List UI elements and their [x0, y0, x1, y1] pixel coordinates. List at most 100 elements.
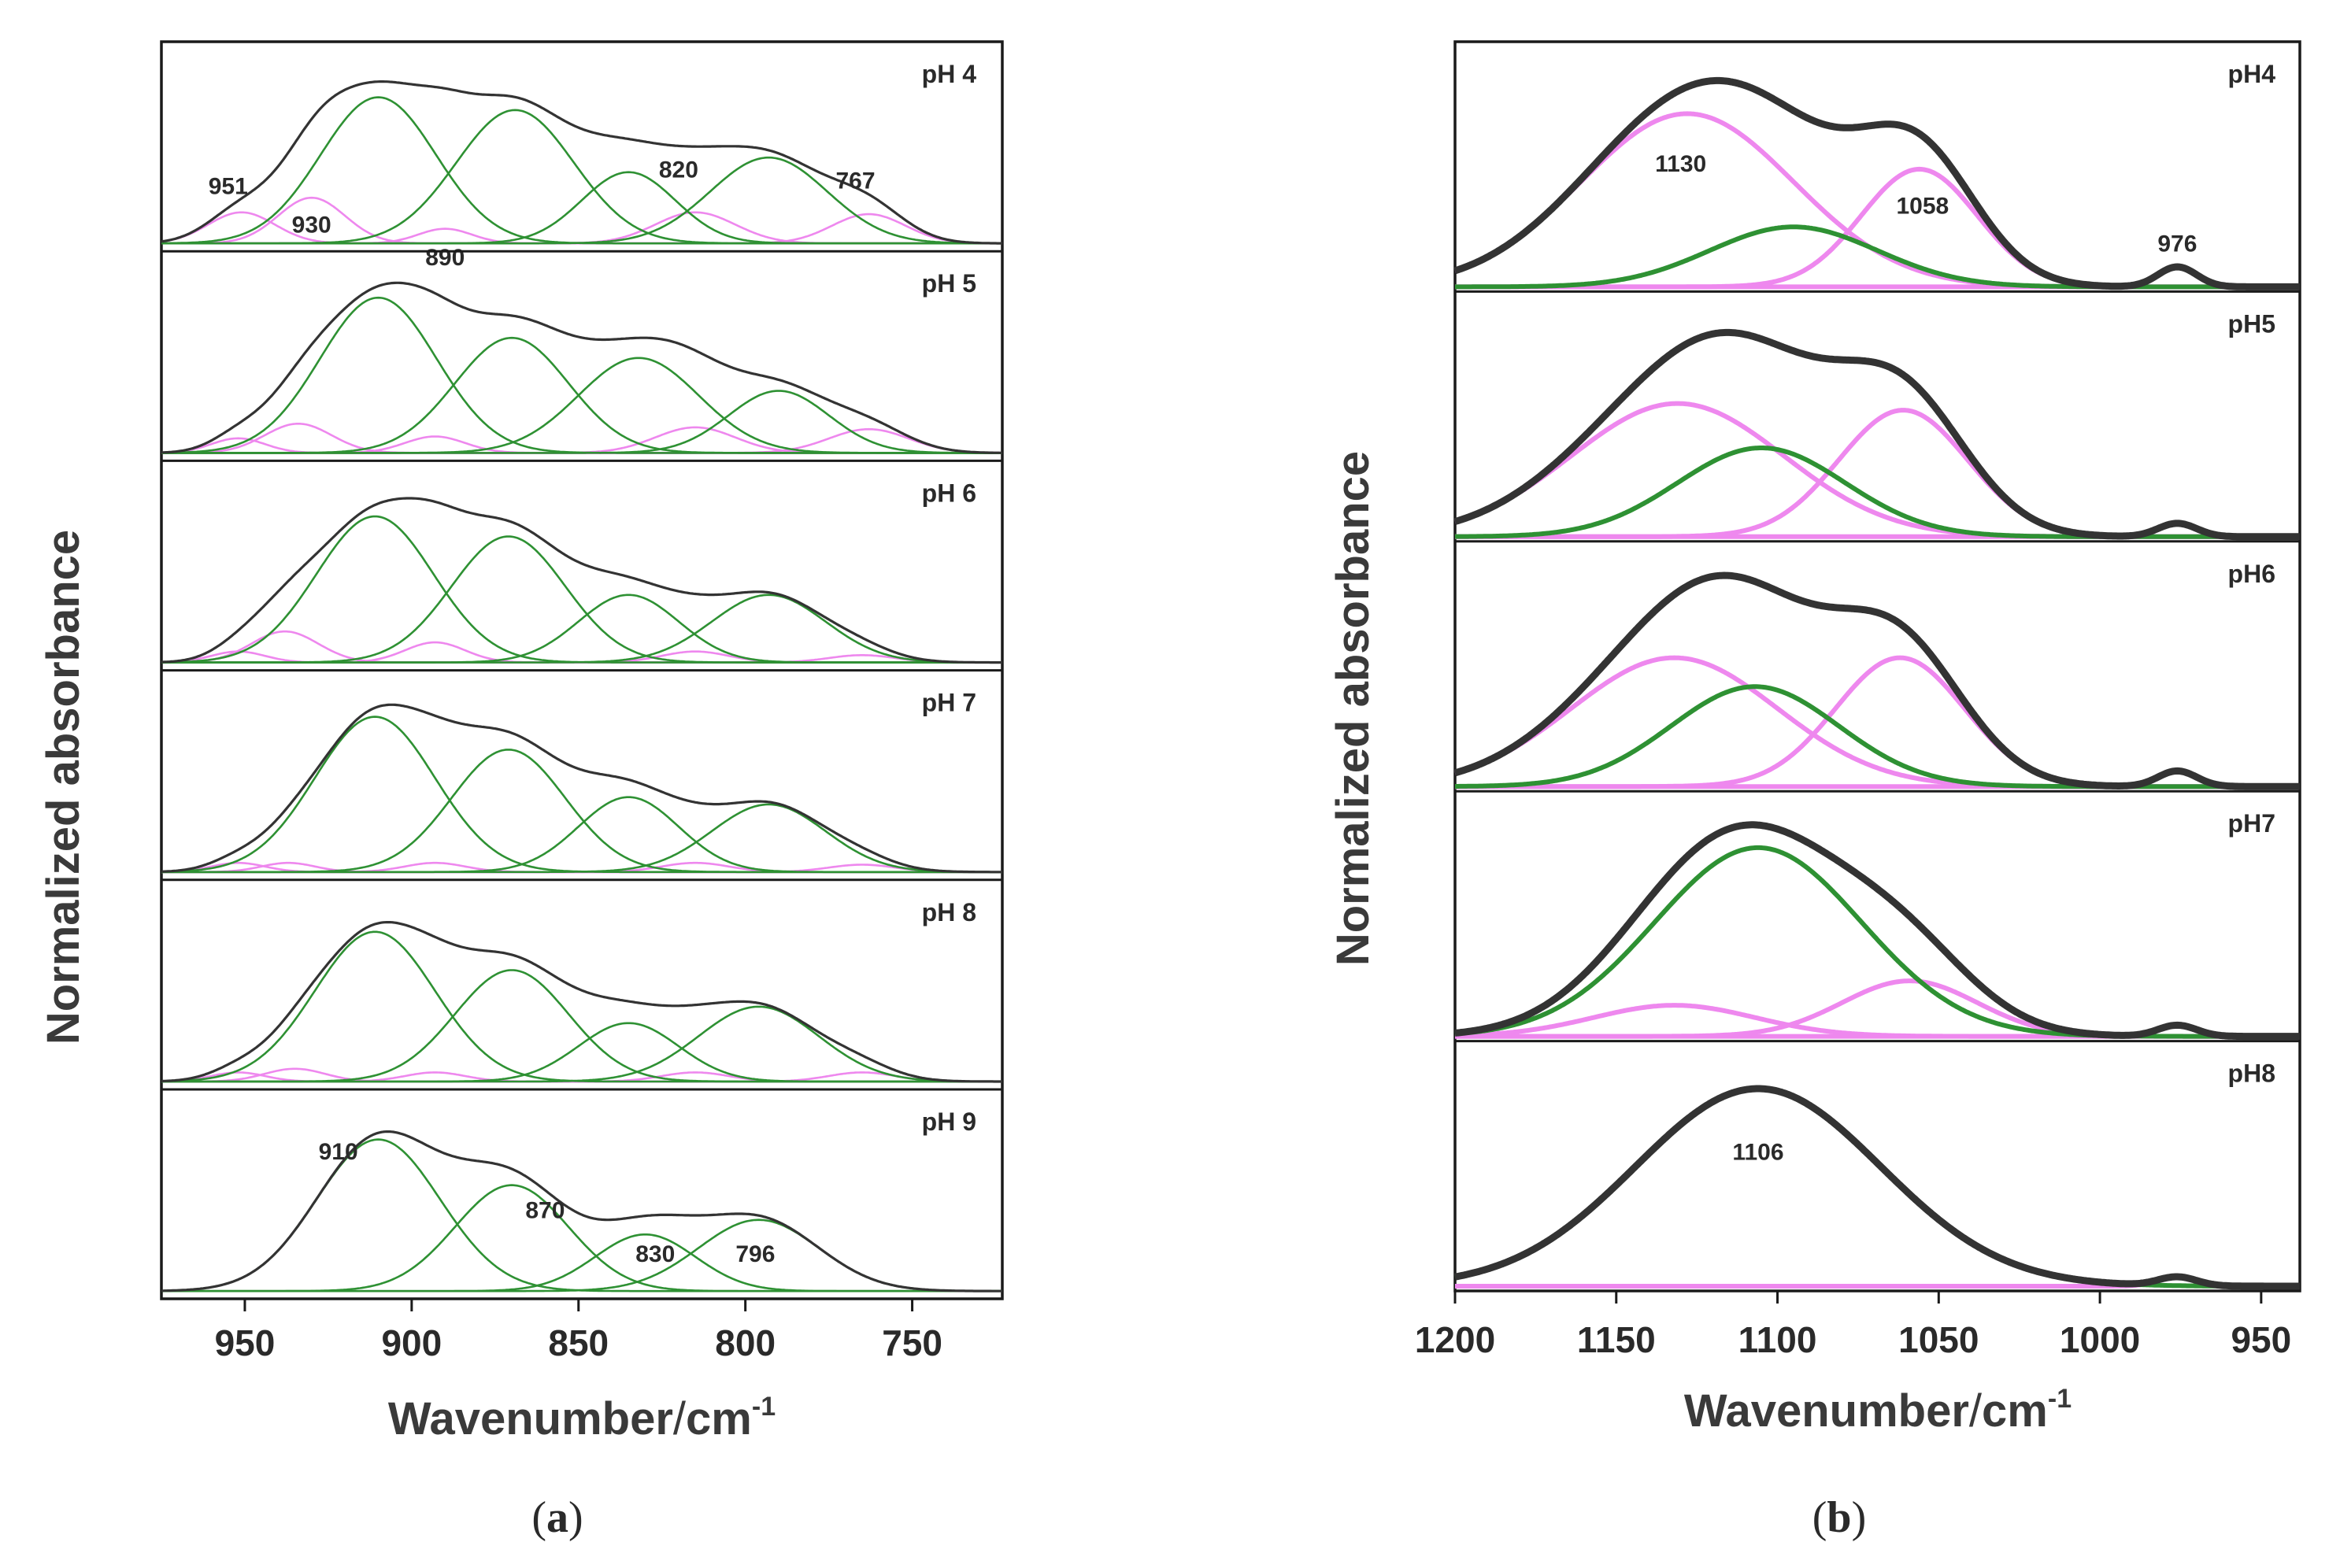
primary-component-1105 — [1454, 446, 2301, 539]
panel-a-x-axis-title-exp: -1 — [752, 1392, 776, 1422]
ph-label: pH4 — [2228, 60, 2276, 88]
x-tick-label-1050: 1050 — [1898, 1319, 1979, 1360]
x-tick-label-950: 950 — [215, 1322, 276, 1363]
panel-b-caption: (b) — [1812, 1493, 1866, 1542]
primary-component-790 — [161, 390, 1002, 454]
secondary-component-763 — [161, 213, 1003, 245]
primary-component-835 — [161, 594, 1002, 664]
x-tick-label-900: 900 — [381, 1322, 442, 1363]
peak-label-830: 830 — [635, 1241, 675, 1267]
primary-component-793 — [161, 594, 1002, 664]
panel-b-y-axis-title: Normalized absorbance — [1327, 451, 1379, 966]
panel-b-row-ph5: pH5 — [1453, 290, 2302, 541]
secondary-component-1132 — [1454, 655, 2301, 790]
panel-b-frame — [1453, 40, 2301, 1292]
panel-b-x-axis-title-sep: / — [1969, 1385, 1983, 1437]
panel-a-row-ph4: pH 4 951 930 890 820 767 — [161, 60, 1003, 271]
sum-curve — [1453, 571, 2302, 790]
primary-component-911 — [161, 930, 1002, 1083]
peak-label-951: 951 — [209, 174, 248, 200]
secondary-component-934 — [161, 423, 1002, 454]
panel-a-row-ph5: pH 5 — [161, 250, 1002, 454]
x-tick-label-850: 850 — [548, 1322, 609, 1363]
panel-b-row-ph7: pH7 — [1453, 790, 2302, 1041]
ph-label: pH 7 — [922, 689, 976, 717]
x-tick-label-750: 750 — [882, 1322, 942, 1363]
ph-label: pH 6 — [922, 479, 976, 507]
sum-curve — [1453, 328, 2302, 541]
panel-a-row-ph7: pH 7 — [161, 669, 1002, 874]
primary-component-793 — [161, 803, 1002, 874]
panel-b-x-axis-title-unit: cm — [1982, 1385, 2048, 1437]
ph-label: pH 9 — [922, 1108, 976, 1136]
primary-component-910 — [161, 96, 1002, 245]
peak-label-910: 910 — [319, 1139, 358, 1165]
panel-a-x-axis-title-unit: cm — [686, 1393, 752, 1444]
peak-label-890: 890 — [425, 245, 465, 271]
panel-a-x-axis-title-main: Wavenumber — [388, 1393, 673, 1444]
panel-b-rows: pH4 1130 1058 976 pH5 pH6 pH7 pH8 1106 — [1453, 60, 2302, 1290]
secondary-component-1128 — [1454, 111, 2301, 290]
panel-a: pH 4 951 930 890 820 767 pH 5 pH 6 pH 7 pH 8 pH 9 9… — [38, 40, 1004, 1542]
peak-label-870: 870 — [525, 1197, 565, 1223]
primary-component-911 — [161, 716, 1002, 874]
ph-label: pH 4 — [922, 60, 977, 88]
primary-component-1107 — [1454, 684, 2301, 790]
panel-a-x-ticks: 950 900 850 800 750 — [215, 1299, 942, 1363]
secondary-component-1061 — [1454, 408, 2301, 539]
ph-label: pH8 — [2228, 1060, 2275, 1088]
peak-label-1058: 1058 — [1896, 193, 1949, 219]
sum-curve — [161, 497, 1002, 664]
peak-label-930: 930 — [292, 212, 331, 238]
secondary-component-952 — [161, 650, 1002, 664]
primary-component-1106 — [1454, 845, 2301, 1039]
primary-component-870 — [161, 336, 1002, 454]
panel-b-x-axis-title: Wavenumber/cm-1 — [1684, 1384, 2072, 1437]
sum-curve — [161, 921, 1002, 1083]
primary-component-1106 — [1454, 1086, 2301, 1289]
sum-curve — [1453, 76, 2302, 290]
panel-b-x-ticks: 1200 1150 1100 1050 1000 950 — [1415, 1291, 2291, 1360]
x-tick-label-800: 800 — [715, 1322, 776, 1363]
peak-label-1130: 1130 — [1655, 151, 1706, 177]
ph-label: pH6 — [2228, 560, 2275, 588]
panel-b-row-ph4: pH4 1130 1058 976 — [1453, 60, 2302, 290]
sum-curve — [1453, 1085, 2302, 1290]
x-tick-label-1100: 1100 — [1738, 1319, 1817, 1360]
peak-label-976: 976 — [2157, 231, 2197, 257]
panel-a-rows: pH 4 951 930 890 820 767 pH 5 pH 6 pH 7 pH 8 pH 9 9… — [161, 60, 1003, 1292]
primary-component-1095 — [1454, 224, 2301, 290]
panel-a-y-axis-title: Normalized absorbance — [38, 530, 89, 1045]
panel-a-row-ph9: pH 9 910 870 830 796 — [161, 1088, 1002, 1292]
peak-label-820: 820 — [659, 157, 698, 183]
secondary-component-815 — [161, 426, 1002, 454]
sum-curve — [161, 1130, 1002, 1292]
peak-label-796: 796 — [735, 1241, 775, 1267]
primary-component-793 — [161, 156, 1002, 245]
peak-label-767: 767 — [835, 168, 875, 194]
sum-curve — [161, 80, 1002, 245]
secondary-component-952 — [161, 437, 1002, 454]
ph-label: pH7 — [2228, 809, 2275, 838]
ph-label: pH5 — [2228, 309, 2275, 338]
peak-label-1106: 1106 — [1732, 1139, 1783, 1165]
panel-a-caption-letter: a — [546, 1493, 568, 1542]
primary-component-870 — [161, 969, 1002, 1083]
panel-a-x-axis-title: Wavenumber/cm-1 — [388, 1392, 776, 1444]
secondary-component-1131 — [1454, 401, 2301, 539]
panel-b-x-axis-title-main: Wavenumber — [1684, 1385, 1969, 1437]
panel-b-caption-letter: b — [1827, 1493, 1851, 1542]
sum-curve — [161, 281, 1002, 454]
ph-label: pH 5 — [922, 269, 976, 298]
x-tick-label-1150: 1150 — [1577, 1319, 1656, 1360]
secondary-component-938 — [161, 630, 1002, 664]
secondary-component-930 — [161, 196, 1002, 245]
panel-b-row-ph6: pH6 — [1453, 540, 2302, 790]
panel-a-x-axis-title-sep: / — [673, 1393, 687, 1444]
panel-a-caption: (a) — [531, 1493, 583, 1542]
ph-label: pH 8 — [922, 898, 976, 926]
sum-curve — [161, 703, 1002, 874]
x-tick-label-1000: 1000 — [2060, 1319, 2140, 1360]
